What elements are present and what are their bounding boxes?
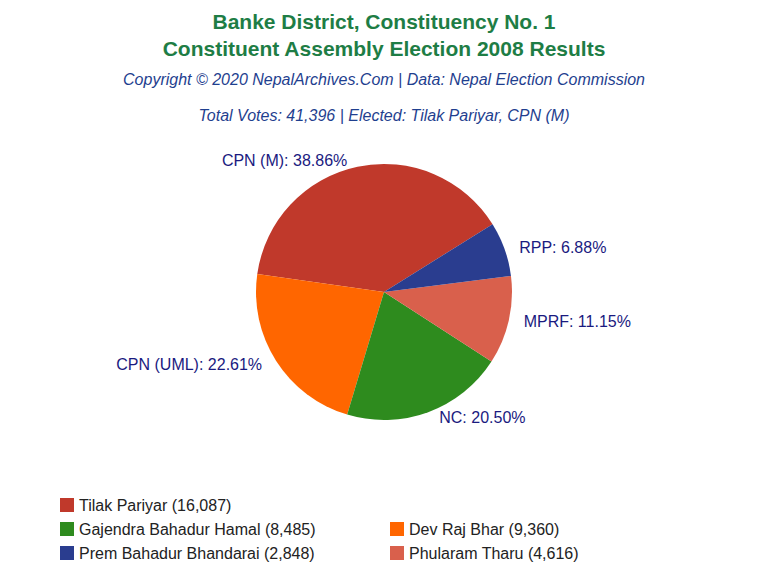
svg-text:CPN (UML): 22.61%: CPN (UML): 22.61% <box>116 356 262 373</box>
svg-text:Copyright © 2020 NepalArchives: Copyright © 2020 NepalArchives.Com | Dat… <box>123 71 645 88</box>
svg-text:Dev Raj Bhar (9,360): Dev Raj Bhar (9,360) <box>409 521 559 538</box>
svg-text:Prem Bahadur Bhandarai (2,848): Prem Bahadur Bhandarai (2,848) <box>79 545 315 562</box>
svg-text:Tilak Pariyar (16,087): Tilak Pariyar (16,087) <box>79 497 231 514</box>
svg-text:CPN (M): 38.86%: CPN (M): 38.86% <box>222 152 347 169</box>
svg-text:Total Votes: 41,396 | Elected:: Total Votes: 41,396 | Elected: Tilak Par… <box>199 107 570 124</box>
svg-text:Phularam Tharu (4,616): Phularam Tharu (4,616) <box>409 545 579 562</box>
svg-text:Banke District, Constituency N: Banke District, Constituency No. 1 <box>212 10 555 33</box>
svg-text:Constituent Assembly Election: Constituent Assembly Election 2008 Resul… <box>163 37 606 60</box>
svg-text:MPRF: 11.15%: MPRF: 11.15% <box>524 313 631 330</box>
svg-text:NC: 20.50%: NC: 20.50% <box>439 409 525 426</box>
svg-text:RPP: 6.88%: RPP: 6.88% <box>519 239 606 256</box>
svg-text:Gajendra Bahadur Hamal (8,485): Gajendra Bahadur Hamal (8,485) <box>79 521 316 538</box>
